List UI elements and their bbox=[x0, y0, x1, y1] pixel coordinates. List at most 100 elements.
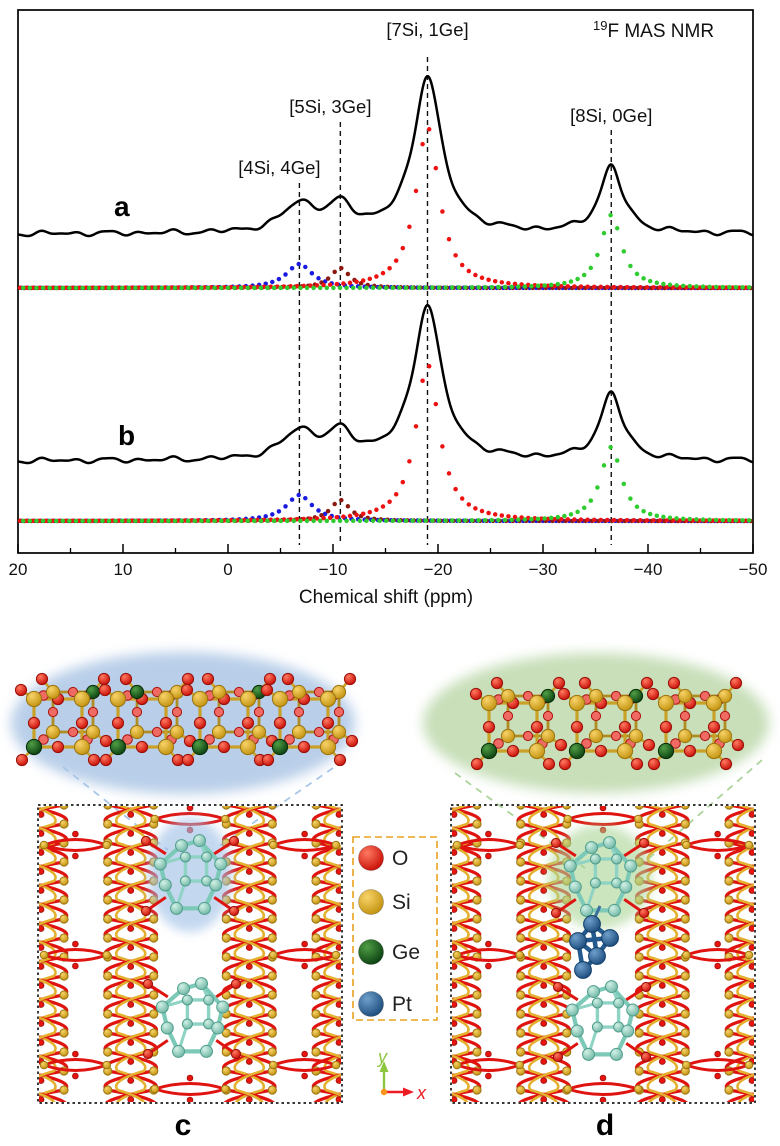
component-dot bbox=[93, 518, 99, 524]
legend-swatch-Pt bbox=[358, 991, 384, 1017]
o-node bbox=[245, 1039, 253, 1046]
component-dot bbox=[548, 282, 554, 288]
o-node bbox=[72, 1072, 79, 1080]
component-dot bbox=[644, 285, 650, 290]
component-dot bbox=[304, 285, 310, 291]
template-atom bbox=[197, 901, 211, 915]
si-node bbox=[771, 820, 779, 828]
si-node bbox=[311, 1028, 321, 1038]
component-dot bbox=[199, 518, 204, 524]
oxygen-atom bbox=[15, 753, 29, 767]
component-dot bbox=[440, 444, 445, 449]
template-atom bbox=[203, 994, 215, 1006]
d4r-unit bbox=[180, 672, 279, 767]
oxygen-atom bbox=[333, 706, 345, 718]
component-dot bbox=[205, 285, 211, 291]
component-dot bbox=[433, 165, 439, 171]
figure-title: 19F MAS NMR bbox=[593, 18, 714, 42]
si-node bbox=[516, 895, 526, 905]
component-dot bbox=[581, 505, 587, 511]
component-dot bbox=[555, 514, 561, 520]
component-dot bbox=[578, 284, 584, 289]
component-dot bbox=[113, 285, 118, 291]
oxygen-atom bbox=[193, 716, 207, 730]
si-node bbox=[680, 806, 690, 810]
o-node bbox=[39, 982, 45, 989]
si-node bbox=[39, 950, 49, 960]
template-atom bbox=[585, 841, 599, 855]
template-atom bbox=[563, 859, 577, 873]
component-dot bbox=[364, 285, 369, 291]
o-node bbox=[748, 925, 754, 932]
t-atom bbox=[45, 684, 61, 700]
framework-bond-si bbox=[528, 806, 560, 1102]
si-node bbox=[268, 950, 278, 960]
si-node bbox=[516, 990, 526, 1000]
framework-bond-si bbox=[115, 806, 147, 1102]
si-node bbox=[221, 914, 231, 924]
component-dot bbox=[271, 518, 277, 524]
component-dot bbox=[614, 458, 620, 463]
component-dot bbox=[479, 275, 485, 281]
si-node bbox=[221, 952, 231, 962]
si-node bbox=[634, 1066, 644, 1076]
o-node bbox=[658, 1058, 666, 1065]
oxygen-atom bbox=[667, 676, 681, 690]
o-node bbox=[301, 830, 308, 838]
o-node bbox=[658, 1039, 666, 1046]
si-node bbox=[59, 876, 69, 886]
si-node bbox=[724, 1047, 734, 1057]
component-dot bbox=[595, 252, 600, 258]
component-dot bbox=[218, 518, 224, 524]
component-dot bbox=[383, 518, 389, 524]
o-node bbox=[540, 906, 548, 913]
si-node bbox=[220, 1084, 230, 1094]
component-dot bbox=[509, 517, 514, 523]
component-dot bbox=[727, 284, 732, 290]
component-dot bbox=[598, 284, 604, 290]
x-axis-label: x bbox=[416, 1083, 427, 1103]
template-atom bbox=[179, 875, 191, 887]
o-node bbox=[127, 944, 135, 951]
component-dot bbox=[225, 285, 231, 291]
si-node bbox=[680, 1085, 690, 1095]
x-tick-label: −50 bbox=[739, 560, 768, 579]
oxygen-atom bbox=[578, 676, 592, 690]
o-node bbox=[335, 1096, 341, 1102]
t-atom bbox=[239, 690, 257, 708]
title-text: F MAS NMR bbox=[607, 21, 714, 42]
component-dot bbox=[456, 518, 462, 523]
component-dot bbox=[700, 284, 706, 289]
component-dot bbox=[90, 285, 95, 290]
si-node bbox=[103, 895, 113, 905]
t-atom bbox=[157, 738, 175, 756]
si-node bbox=[516, 914, 526, 924]
inset-ellipse-c bbox=[11, 652, 355, 794]
component-dot bbox=[628, 496, 633, 501]
oxygen-atom bbox=[159, 716, 173, 730]
panel-label-d: d bbox=[596, 1109, 614, 1142]
y-axis-arrowhead bbox=[379, 1061, 389, 1072]
component-dot bbox=[63, 518, 69, 524]
component-dot bbox=[325, 276, 331, 281]
o-node bbox=[452, 944, 458, 951]
component-dot bbox=[641, 276, 646, 281]
o-node bbox=[540, 1001, 548, 1008]
component-dot bbox=[139, 518, 145, 524]
component-dot bbox=[647, 511, 653, 517]
o-node bbox=[748, 1001, 754, 1008]
oxygen-atom bbox=[552, 1051, 564, 1063]
t-atom bbox=[500, 728, 516, 744]
oxygen-atom bbox=[638, 907, 650, 919]
oxygen-atom bbox=[557, 687, 571, 701]
si-node bbox=[14, 934, 22, 942]
component-dot bbox=[605, 284, 610, 290]
legend-label-Ge: Ge bbox=[392, 941, 420, 964]
component-dot bbox=[591, 517, 597, 523]
si-node bbox=[516, 933, 526, 943]
component-dot bbox=[446, 236, 452, 242]
o-node bbox=[127, 830, 135, 837]
t-atom bbox=[157, 690, 175, 708]
si-node bbox=[472, 857, 482, 867]
oxygen-atom bbox=[171, 706, 183, 718]
